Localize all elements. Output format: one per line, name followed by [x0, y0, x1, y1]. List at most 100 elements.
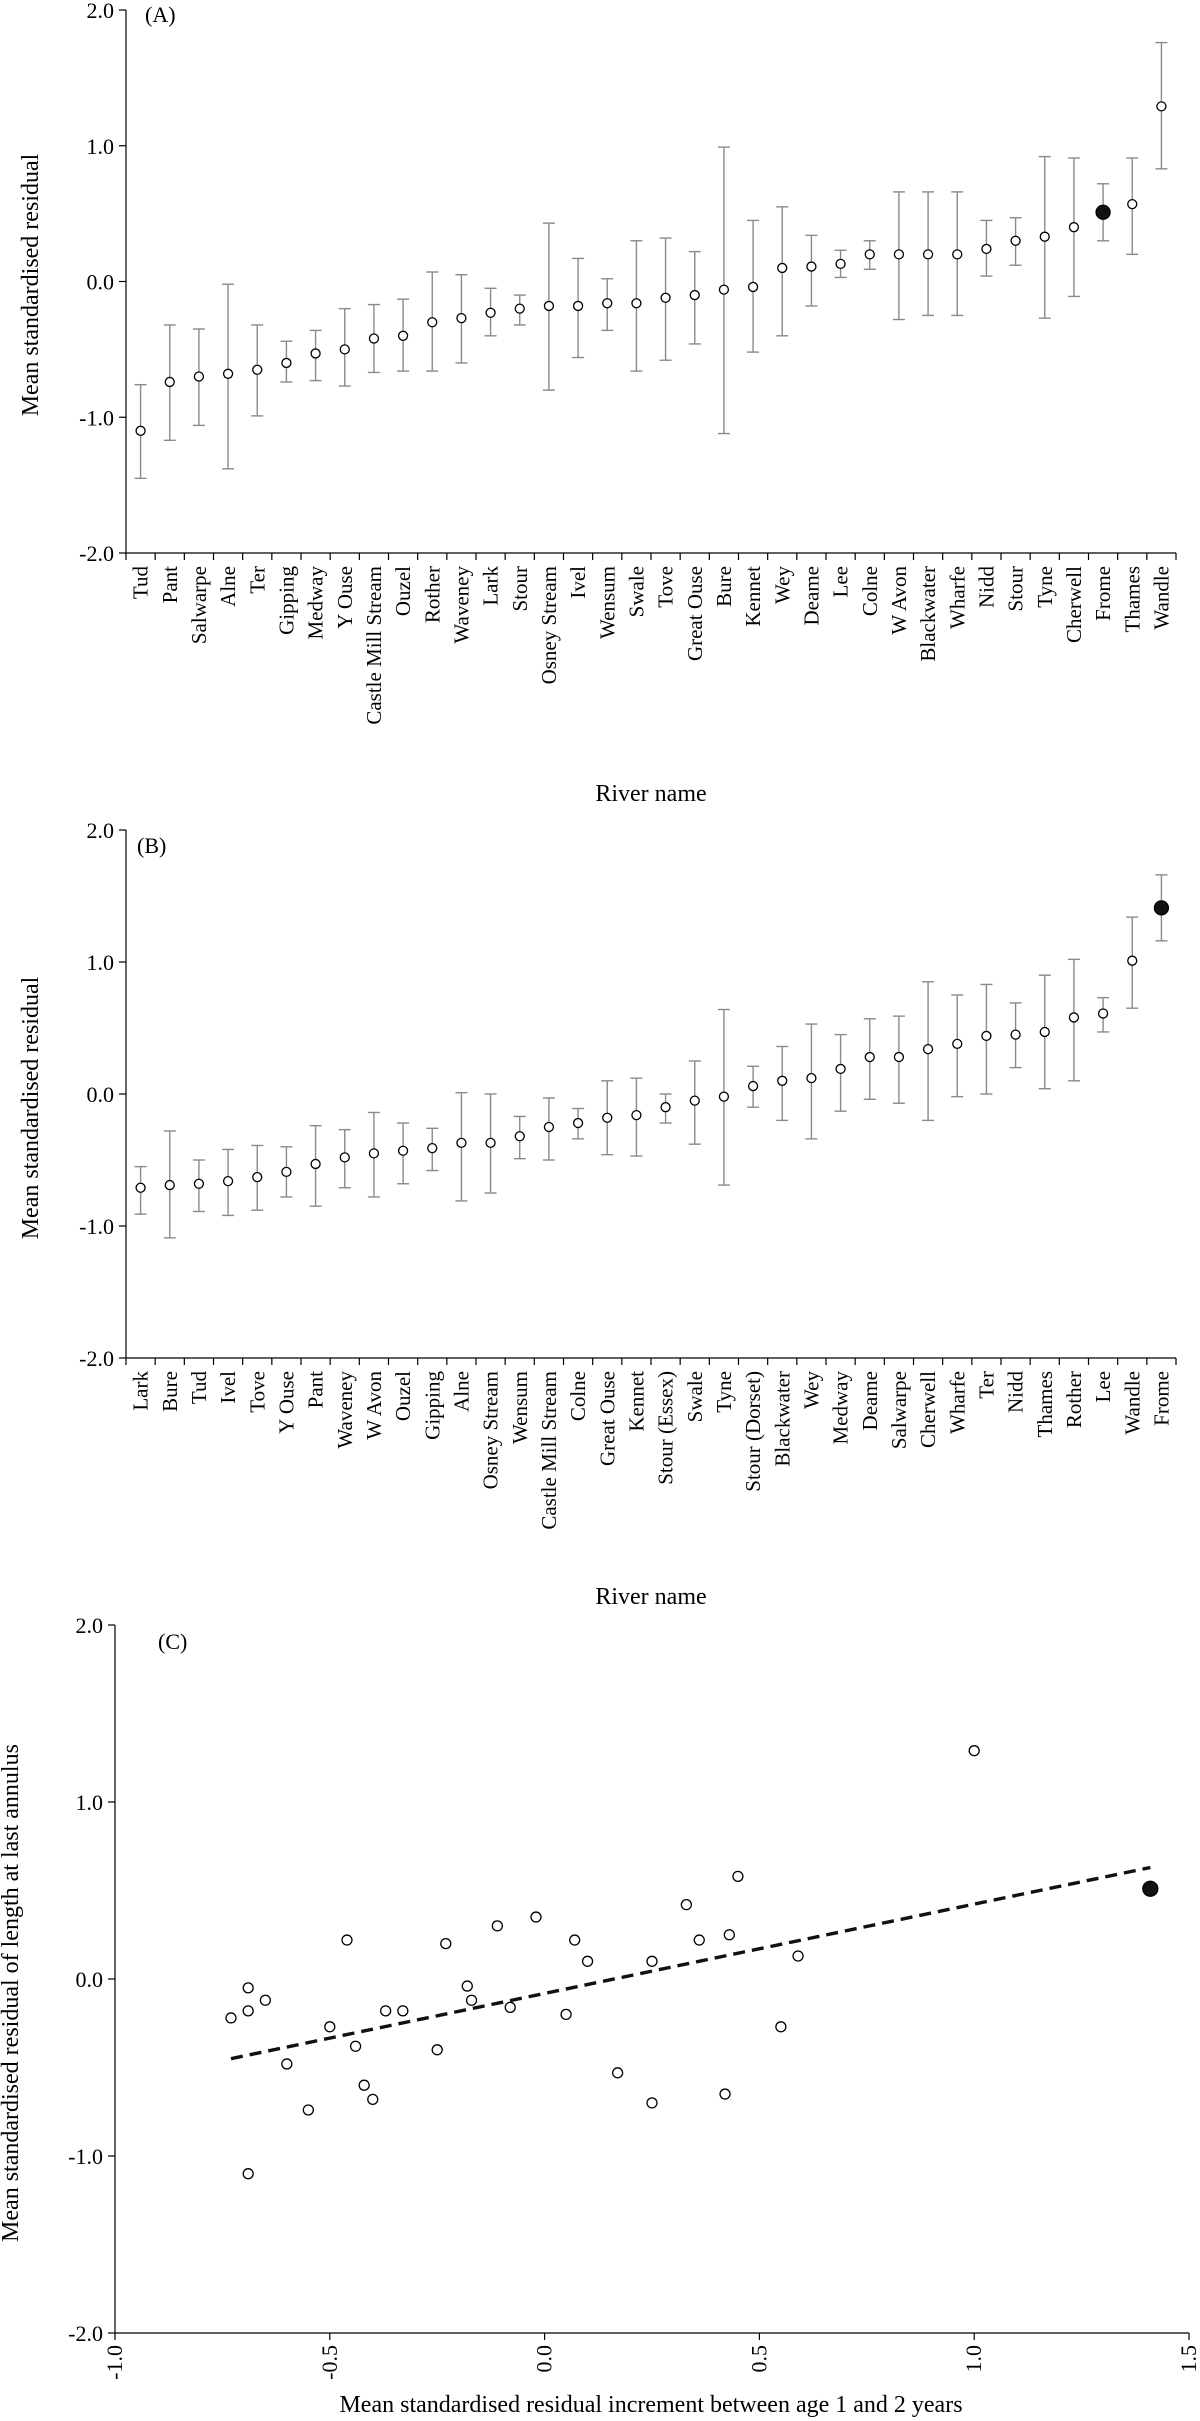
panel-b-data-point [543, 1121, 555, 1133]
panel-a-data-point [164, 376, 175, 388]
panel-c-data-point [530, 1911, 542, 1923]
panel-b-category-label: Stour (Essex) [654, 1371, 678, 1485]
panel-b-data-point [252, 1172, 263, 1183]
panel-b-data-point [1039, 1026, 1050, 1038]
panel-c-x-tick-label: 0.5 [746, 2345, 771, 2373]
panel-a-category-label: Medway [304, 566, 328, 640]
panel-a-category-label: Blackwater [916, 566, 940, 662]
panel-a-category-label: Thames [1120, 566, 1144, 632]
panel-c-data-point [968, 1745, 980, 1757]
panel-a-y-axis-title: Mean standardised residual [18, 153, 44, 416]
panel-a-y-tick-label: -1.0 [79, 405, 114, 430]
panel-a: (A) Mean standardised residual River nam… [18, 0, 1177, 807]
panel-a-category-label: Gipping [274, 566, 298, 635]
panel-a-category-label: Colne [858, 566, 882, 616]
panel-c-trend-line [230, 1865, 1151, 2061]
panel-a-data-point [631, 298, 642, 309]
panel-b-category-label: Lark [129, 1371, 153, 1411]
panel-c-data-point [397, 2005, 409, 2017]
panel-c-data-point [259, 1994, 272, 2006]
panel-b-data-point [718, 1091, 730, 1102]
panel-c-data-point [440, 1937, 452, 1950]
panel-a-data-point [310, 348, 321, 359]
panel-a-data-point [485, 307, 496, 318]
panel-b-x-axis-title: River name [595, 1584, 706, 1610]
panel-a-data-point [952, 249, 963, 260]
panel-a-category-label: Lark [479, 566, 503, 606]
panel-a-category-label: Great Ouse [683, 566, 707, 661]
panel-b-data-point [339, 1152, 350, 1163]
panel-a-data-point [1156, 101, 1167, 112]
panel-c-data-point [646, 1955, 658, 1967]
panel-c-data-point [581, 1955, 594, 1967]
panel-c-data-point [792, 1950, 804, 1962]
panel-b-y-tick-label: 1.0 [87, 950, 115, 975]
panel-a-data-point [397, 330, 409, 341]
panel-b-category-label: Colne [566, 1371, 590, 1421]
panel-b: (B) Mean standardised residual River nam… [18, 818, 1177, 1610]
panel-a-data-point [660, 292, 671, 303]
panel-a-data-point [543, 300, 555, 312]
panel-a-category-label: Wensum [595, 566, 619, 639]
panel-b-category-label: Kennet [624, 1371, 648, 1432]
panel-a-category-label: Ouzel [391, 566, 415, 616]
panel-c-y-tick-label: 0.0 [76, 1967, 104, 1992]
panel-a-category-label: Ter [245, 566, 269, 594]
panel-a-category-label: Swale [624, 566, 648, 617]
panel-b-data-point [660, 1102, 671, 1113]
panel-a-highlight-point [1095, 204, 1111, 220]
panel-b-y-tick-label: -1.0 [79, 1214, 114, 1239]
panel-a-data-point [339, 344, 350, 355]
panel-b-data-point [572, 1117, 584, 1129]
panel-b-category-label: Deame [858, 1371, 882, 1430]
panel-a-data-point [777, 262, 788, 274]
panel-b-category-label: Bure [158, 1371, 182, 1412]
panel-b-category-label: Wharfe [945, 1371, 969, 1434]
panel-b-category-label: Castle Mill Stream [537, 1371, 561, 1530]
panel-b-highlight-point [1153, 900, 1170, 916]
panel-a-category-label: Waveney [449, 566, 473, 644]
panel-b-category-label: Great Ouse [595, 1371, 619, 1466]
panel-a-data-point [1068, 222, 1080, 233]
panel-a-y-tick-label: 1.0 [87, 134, 115, 159]
panel-b-category-label: Swale [683, 1371, 707, 1422]
panel-a-category-label: Tyne [1033, 566, 1057, 608]
panel-a-data-point [368, 333, 380, 344]
panel-b-category-label: Tud [187, 1371, 211, 1405]
panel-a-category-label: Stour [1004, 566, 1028, 612]
panel-b-data-point [1127, 955, 1138, 966]
panel-a-data-point [427, 317, 438, 328]
panel-b-category-label: Wensum [508, 1371, 532, 1444]
panel-a-data-point [835, 258, 846, 270]
panel-c-data-point [302, 2104, 314, 2116]
panel-c-data-point [242, 2168, 254, 2180]
panel-c-data-point [569, 1934, 581, 1946]
panel-b-category-label: Blackwater [770, 1371, 794, 1467]
panel-c-data-point [491, 1920, 503, 1932]
panel-a-label: (A) [145, 2, 176, 27]
panel-a-data-point [572, 300, 584, 312]
panel-c-data-point [431, 2044, 443, 2056]
panel-b-data-point [981, 1030, 992, 1042]
panel-c-y-tick-label: 2.0 [76, 1613, 104, 1638]
panel-a-data-point [135, 425, 146, 436]
panel-a-category-label: Ivel [566, 566, 590, 599]
panel-b-data-point [777, 1075, 788, 1086]
panel-c-x-tick-label: -1.0 [102, 2345, 127, 2380]
panel-b-data-point [427, 1142, 438, 1154]
panel-c-data-point [693, 1934, 705, 1946]
panel-b-category-label: Thames [1033, 1371, 1057, 1437]
panel-a-data-point [222, 368, 234, 379]
panel-b-category-label: Alne [449, 1371, 473, 1412]
panel-c-data-point [646, 2097, 658, 2109]
panel-b-data-point [281, 1166, 292, 1178]
panel-b-category-label: Ouzel [391, 1371, 415, 1421]
panel-a-category-label: Castle Mill Stream [362, 566, 386, 725]
panel-c-data-point [349, 2040, 362, 2052]
panel-c-x-tick-label: 1.5 [1176, 2345, 1200, 2373]
panel-c-data-point [358, 2079, 370, 2091]
panel-c-x-tick-label: 1.0 [961, 2345, 986, 2373]
panel-a-category-label: Tove [654, 566, 678, 608]
panel-b-data-point [514, 1131, 525, 1142]
panel-a-category-label: Wharfe [945, 566, 969, 629]
